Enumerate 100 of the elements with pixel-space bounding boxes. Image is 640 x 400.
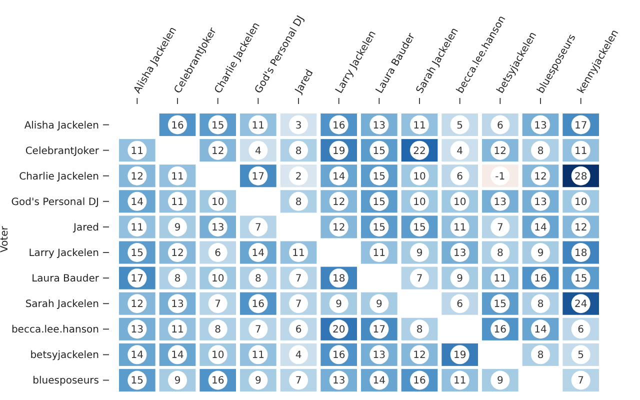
data-label: 22 [413,146,426,157]
data-label: 11 [171,171,184,182]
data-label: 15 [372,196,386,208]
data-label: 9 [174,222,181,234]
data-label: 12 [413,350,426,362]
data-label: 11 [171,196,184,208]
data-label: 9 [456,274,464,285]
data-label: 16 [252,299,265,310]
data-label: 14 [252,248,265,259]
data-label: 19 [453,350,466,362]
data-label: 14 [534,222,547,234]
data-label: 9 [496,376,504,387]
y-axis-title: Voter [0,225,11,252]
data-label: 8 [254,274,262,285]
data-label: 14 [130,350,144,362]
data-label: 6 [578,324,584,336]
data-label: 12 [574,222,588,234]
data-label: 13 [494,196,507,208]
data-label: 11 [453,222,466,234]
y-tick-label: Laura Bauder [32,274,100,285]
data-label: 5 [578,350,584,362]
data-label: 11 [453,376,466,387]
data-label: 3 [295,120,302,132]
data-label: 7 [496,222,504,234]
data-label: 10 [413,171,426,182]
data-label: 12 [130,171,144,182]
data-label: 7 [295,299,302,310]
data-label: 7 [295,376,302,387]
data-label: 14 [332,171,346,182]
data-label: 13 [372,350,386,362]
data-label: 15 [211,120,224,132]
data-label: 13 [211,222,224,234]
data-label: 2 [295,171,302,182]
data-label: 15 [494,299,507,310]
data-label: 8 [416,324,423,336]
data-label: 17 [372,324,386,336]
data-label: 6 [214,248,222,259]
data-label: 16 [494,324,507,336]
data-label: 16 [211,376,224,387]
data-label: 14 [171,350,184,362]
data-label: 18 [574,248,588,259]
data-label: 8 [295,146,302,157]
y-tick-label: CelebrantJoker [25,146,100,157]
data-label: 15 [413,222,426,234]
data-label: 4 [254,146,262,157]
data-label: 7 [254,222,262,234]
y-tick-label: betsyjackelen [30,350,99,362]
data-label: 7 [254,324,262,336]
data-label: 12 [332,196,346,208]
data-label: 12 [534,171,547,182]
data-label: 10 [211,196,224,208]
y-tick-label: Larry Jackelen [28,248,99,259]
data-label: 16 [534,274,547,285]
data-label: 11 [130,222,144,234]
data-label: 15 [372,222,386,234]
data-label: 10 [211,274,224,285]
data-label: 9 [254,376,262,387]
data-label: 17 [574,120,588,132]
data-label: 10 [453,196,466,208]
data-label: 7 [416,274,423,285]
data-label: 13 [130,324,144,336]
data-label: 12 [494,146,507,157]
data-label: 8 [537,146,544,157]
data-label: 15 [372,171,386,182]
data-label: 15 [130,376,144,387]
data-label: 13 [332,376,346,387]
data-label: 11 [252,350,265,362]
data-label: 11 [292,248,305,259]
data-label: 10 [574,196,588,208]
y-tick-label: bluesposeurs [32,376,99,387]
data-label: 13 [171,299,184,310]
data-label: 28 [574,171,588,182]
data-label: 18 [332,274,346,285]
data-label: -1 [495,171,506,182]
data-label: 11 [130,146,144,157]
data-label: 20 [332,324,346,336]
data-label: 10 [211,350,224,362]
data-label: 17 [252,171,265,182]
data-label: 17 [130,274,144,285]
data-label: 11 [171,324,184,336]
y-tick-label: Alisha Jackelen [24,120,99,132]
y-tick-label: Jared [72,222,99,234]
data-label: 12 [171,248,184,259]
data-label: 4 [456,146,464,157]
data-label: 5 [456,120,464,132]
data-label: 13 [372,120,386,132]
data-label: 8 [496,248,504,259]
data-label: 13 [534,120,547,132]
data-label: 9 [416,248,423,259]
y-tick-label: Charlie Jackelen [19,171,99,182]
data-label: 14 [130,196,144,208]
data-label: 6 [456,171,464,182]
data-label: 12 [211,146,224,157]
data-label: 10 [413,196,426,208]
data-label: 11 [252,120,265,132]
data-label: 11 [494,274,507,285]
data-label: 6 [456,299,464,310]
data-label: 16 [171,120,184,132]
data-label: 4 [295,350,302,362]
data-label: 15 [574,274,588,285]
